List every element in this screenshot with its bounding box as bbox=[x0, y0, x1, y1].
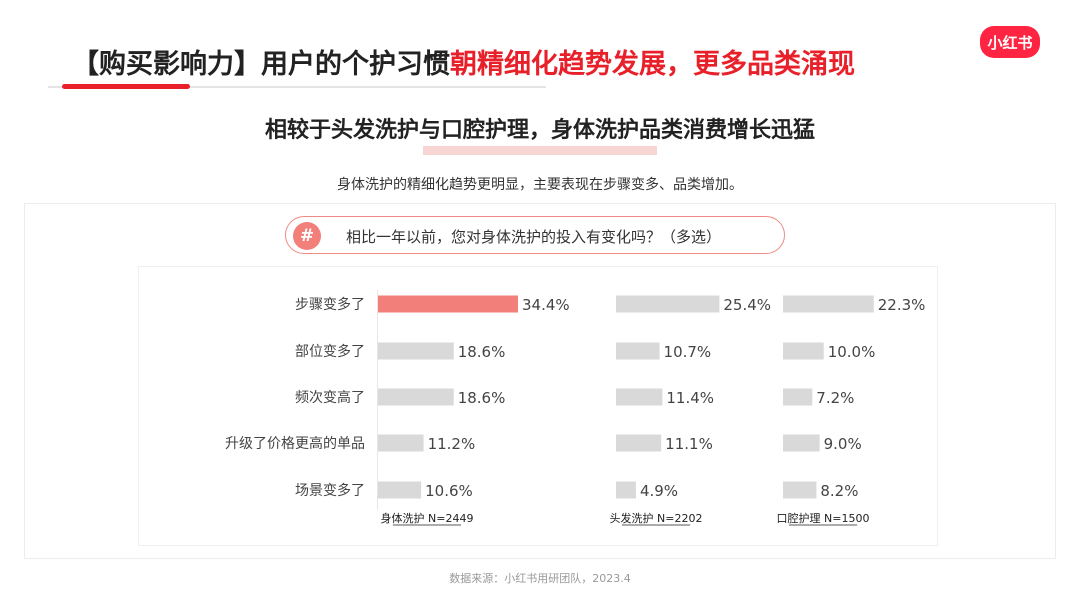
bar bbox=[378, 388, 454, 406]
data-label: 8.2% bbox=[820, 482, 858, 500]
title-divider bbox=[48, 86, 546, 88]
series-label: 身体洗护 N=2449 bbox=[381, 511, 474, 525]
bar bbox=[783, 295, 874, 313]
title-part-1: 【购买影响力】用户的个护习惯 bbox=[72, 49, 450, 80]
bar bbox=[616, 434, 662, 452]
bar bbox=[783, 434, 820, 452]
data-label: 10.7% bbox=[664, 343, 712, 361]
data-label: 11.2% bbox=[428, 435, 476, 453]
chart-inner-panel bbox=[138, 266, 938, 546]
subtitle: 相较于头发洗护与口腔护理，身体洗护品类消费增长迅猛 bbox=[264, 118, 815, 143]
bar bbox=[378, 342, 454, 360]
data-label: 4.9% bbox=[640, 482, 678, 500]
bar bbox=[783, 388, 813, 406]
bar bbox=[616, 388, 663, 406]
subtitle-highlight-mark bbox=[423, 146, 657, 155]
series-label: 口腔护理 N=1500 bbox=[777, 511, 870, 525]
question-text: 相比一年以前，您对身体洗护的投入有变化吗？（多选） bbox=[346, 228, 722, 246]
description: 身体洗护的精细化趋势更明显，主要表现在步骤变多、品类增加。 bbox=[337, 177, 743, 193]
series-label: 头发洗护 N=2202 bbox=[610, 511, 703, 525]
page-title: 【购买影响力】用户的个护习惯朝精细化趋势发展，更多品类涌现 bbox=[72, 42, 855, 81]
category-label: 升级了价格更高的单品 bbox=[225, 435, 365, 452]
data-label: 7.2% bbox=[816, 389, 854, 407]
data-label: 25.4% bbox=[723, 296, 771, 314]
data-label: 18.6% bbox=[458, 389, 506, 407]
xiaohongshu-logo: 小红书 bbox=[980, 26, 1040, 58]
category-label: 部位变多了 bbox=[295, 343, 365, 360]
bar bbox=[783, 342, 824, 360]
bar bbox=[616, 342, 660, 360]
data-label: 11.4% bbox=[666, 389, 714, 407]
data-label: 11.1% bbox=[665, 435, 713, 453]
source-note: 数据来源：小红书用研团队，2023.4 bbox=[449, 572, 631, 585]
title-accent-bar bbox=[62, 84, 190, 89]
question-pill bbox=[285, 216, 785, 254]
data-label: 9.0% bbox=[824, 435, 862, 453]
data-label: 34.4% bbox=[522, 296, 570, 314]
category-label: 场景变多了 bbox=[295, 482, 365, 499]
data-label: 18.6% bbox=[458, 343, 506, 361]
bar bbox=[378, 295, 518, 313]
hash-icon: # bbox=[293, 222, 321, 250]
bar bbox=[378, 481, 422, 499]
data-label: 10.6% bbox=[425, 482, 473, 500]
bar bbox=[616, 481, 636, 499]
bar bbox=[783, 481, 817, 499]
title-part-2-highlight: 朝精细化趋势发展，更多品类涌现 bbox=[450, 49, 855, 80]
bar bbox=[616, 295, 720, 313]
data-label: 22.3% bbox=[878, 296, 926, 314]
data-label: 10.0% bbox=[828, 343, 876, 361]
bar bbox=[378, 434, 424, 452]
category-label: 频次变高了 bbox=[295, 389, 365, 406]
chart-panel bbox=[24, 203, 1056, 559]
category-label: 步骤变多了 bbox=[295, 296, 365, 313]
